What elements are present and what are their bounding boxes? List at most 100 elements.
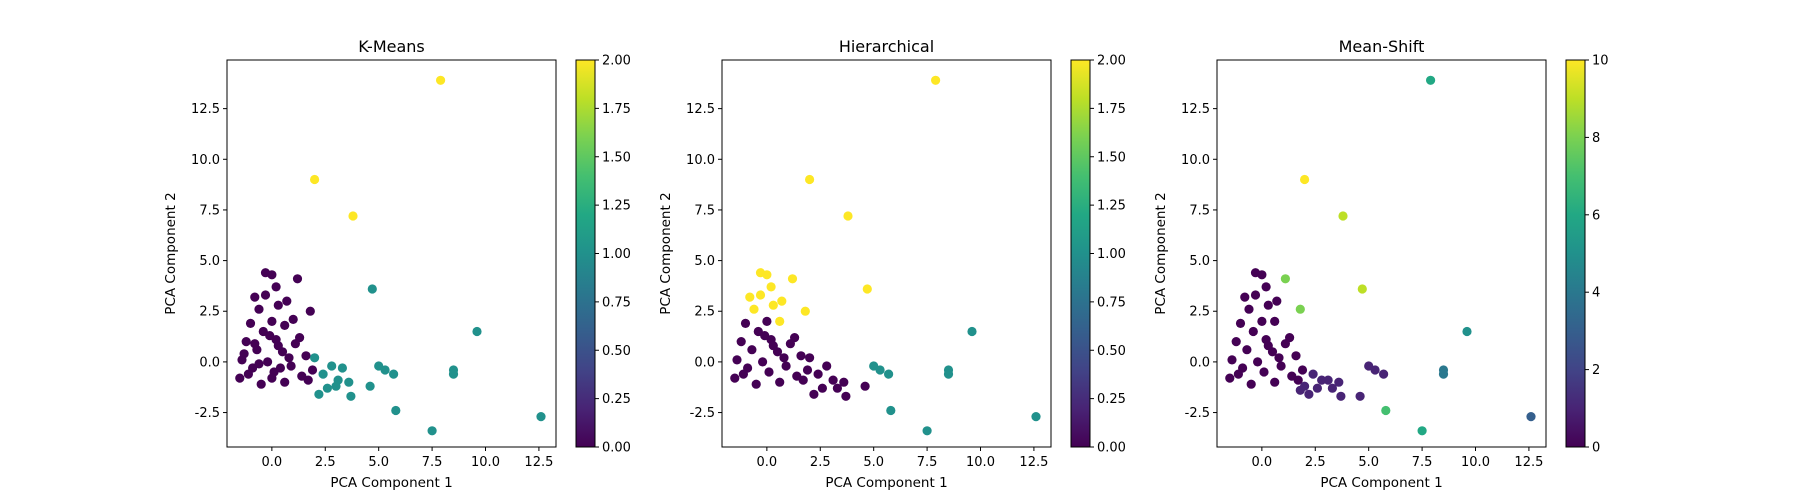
data-point <box>292 274 303 284</box>
data-point <box>1280 274 1290 284</box>
data-point <box>1270 316 1280 326</box>
x-axis-label: PCA Component 1 <box>1320 475 1442 491</box>
data-point <box>391 405 401 416</box>
data-point <box>1297 365 1308 375</box>
data-point <box>775 377 785 387</box>
data-point <box>1355 391 1365 401</box>
data-point <box>775 316 785 326</box>
data-point <box>922 426 932 436</box>
y-tick-label: -2.5 <box>195 406 220 421</box>
data-point <box>271 282 281 292</box>
data-point <box>943 369 954 379</box>
data-point <box>1379 369 1389 379</box>
data-point <box>267 316 277 326</box>
data-point <box>1295 385 1305 395</box>
data-point <box>284 353 294 363</box>
data-point <box>1312 383 1322 393</box>
data-point <box>1242 345 1252 355</box>
colorbar-tick-label: 0 <box>1592 441 1600 456</box>
data-point <box>301 351 311 361</box>
data-point <box>805 174 815 185</box>
colorbar-tick-label: 0.50 <box>1097 344 1126 359</box>
data-point <box>344 377 354 387</box>
data-point <box>732 355 742 365</box>
data-point <box>843 211 853 221</box>
data-point <box>303 375 313 385</box>
data-point <box>1308 369 1318 379</box>
data-point <box>749 304 759 314</box>
data-point <box>1031 412 1041 422</box>
data-point <box>1257 316 1267 326</box>
y-tick-label: 7.5 <box>1189 203 1210 218</box>
data-point <box>1250 290 1261 300</box>
axes-frame <box>721 59 1052 448</box>
data-point <box>1438 369 1449 379</box>
subplot-title: Mean-Shift <box>1339 37 1425 56</box>
colorbar-tick-label: 0.50 <box>602 344 631 359</box>
data-point <box>781 361 791 371</box>
data-point <box>273 300 283 310</box>
colorbar-tick-label: 2.00 <box>602 54 631 69</box>
data-point <box>448 369 459 379</box>
colorbar-tick-label: 4 <box>1592 286 1600 301</box>
data-point <box>536 412 546 422</box>
data-point <box>1253 357 1263 367</box>
data-point <box>1261 282 1271 292</box>
x-tick-label: 7.5 <box>422 455 443 470</box>
data-point <box>241 337 251 347</box>
x-axis-label: PCA Component 1 <box>825 475 947 491</box>
data-point <box>1272 296 1282 306</box>
data-point <box>760 331 770 341</box>
data-point <box>1233 369 1243 379</box>
data-point <box>817 383 828 393</box>
colorbar-tick-label: 0.25 <box>602 392 631 407</box>
subplot-title: K-Means <box>358 37 425 56</box>
x-tick-label: 10.0 <box>471 455 500 470</box>
colorbar-tick-label: 0.00 <box>602 441 631 456</box>
y-tick-label: 7.5 <box>694 203 715 218</box>
data-point <box>841 391 851 401</box>
colorbar-tick-label: 1.50 <box>602 150 631 165</box>
axes-frame <box>226 59 557 448</box>
data-point <box>380 365 390 375</box>
subplot-3: 0.0 2.5 5.0 7.5 10.0 12.5 -2.5 0.0 2.5 5.0 7.5 10.0… <box>1153 37 1609 491</box>
data-point <box>260 290 271 300</box>
data-point <box>327 361 337 371</box>
x-tick-label: 0.0 <box>1252 455 1273 470</box>
plot-area <box>1217 60 1546 447</box>
data-point <box>736 337 746 347</box>
data-point <box>779 353 789 363</box>
data-point <box>265 331 275 341</box>
colorbar-tick-label: 1.25 <box>1097 199 1126 214</box>
data-point <box>1291 351 1301 361</box>
y-tick-label: 0.0 <box>694 355 715 370</box>
data-point <box>1300 174 1310 185</box>
data-point <box>764 367 774 377</box>
data-point <box>389 369 399 379</box>
data-point <box>1370 365 1380 375</box>
data-point <box>886 405 896 416</box>
colorbar-tick-label: 2.00 <box>1097 54 1126 69</box>
y-tick-label: -2.5 <box>690 406 715 421</box>
y-tick-label: 2.5 <box>694 305 715 320</box>
data-point <box>730 373 740 383</box>
data-point <box>365 381 375 391</box>
data-point <box>762 270 772 280</box>
data-point <box>436 75 446 85</box>
data-point <box>256 379 266 389</box>
data-point <box>967 326 977 337</box>
data-point <box>1240 292 1250 302</box>
data-point <box>813 369 823 379</box>
x-tick-label: 0.0 <box>757 455 778 470</box>
colorbar: 0.00 0.25 0.50 0.75 1.00 1.25 1.50 1.75 2.00 <box>1070 54 1126 456</box>
data-point <box>758 357 768 367</box>
plot-area <box>722 60 1051 447</box>
x-tick-label: 7.5 <box>917 455 938 470</box>
plot-area <box>227 60 556 447</box>
y-tick-label: -2.5 <box>1185 406 1210 421</box>
data-point <box>1244 304 1254 314</box>
y-tick-label: 5.0 <box>199 254 220 269</box>
subplot-1: 0.0 2.5 5.0 7.5 10.0 12.5 -2.5 0.0 2.5 5.0 7.5 10.0… <box>163 37 631 491</box>
data-point <box>1293 375 1303 385</box>
